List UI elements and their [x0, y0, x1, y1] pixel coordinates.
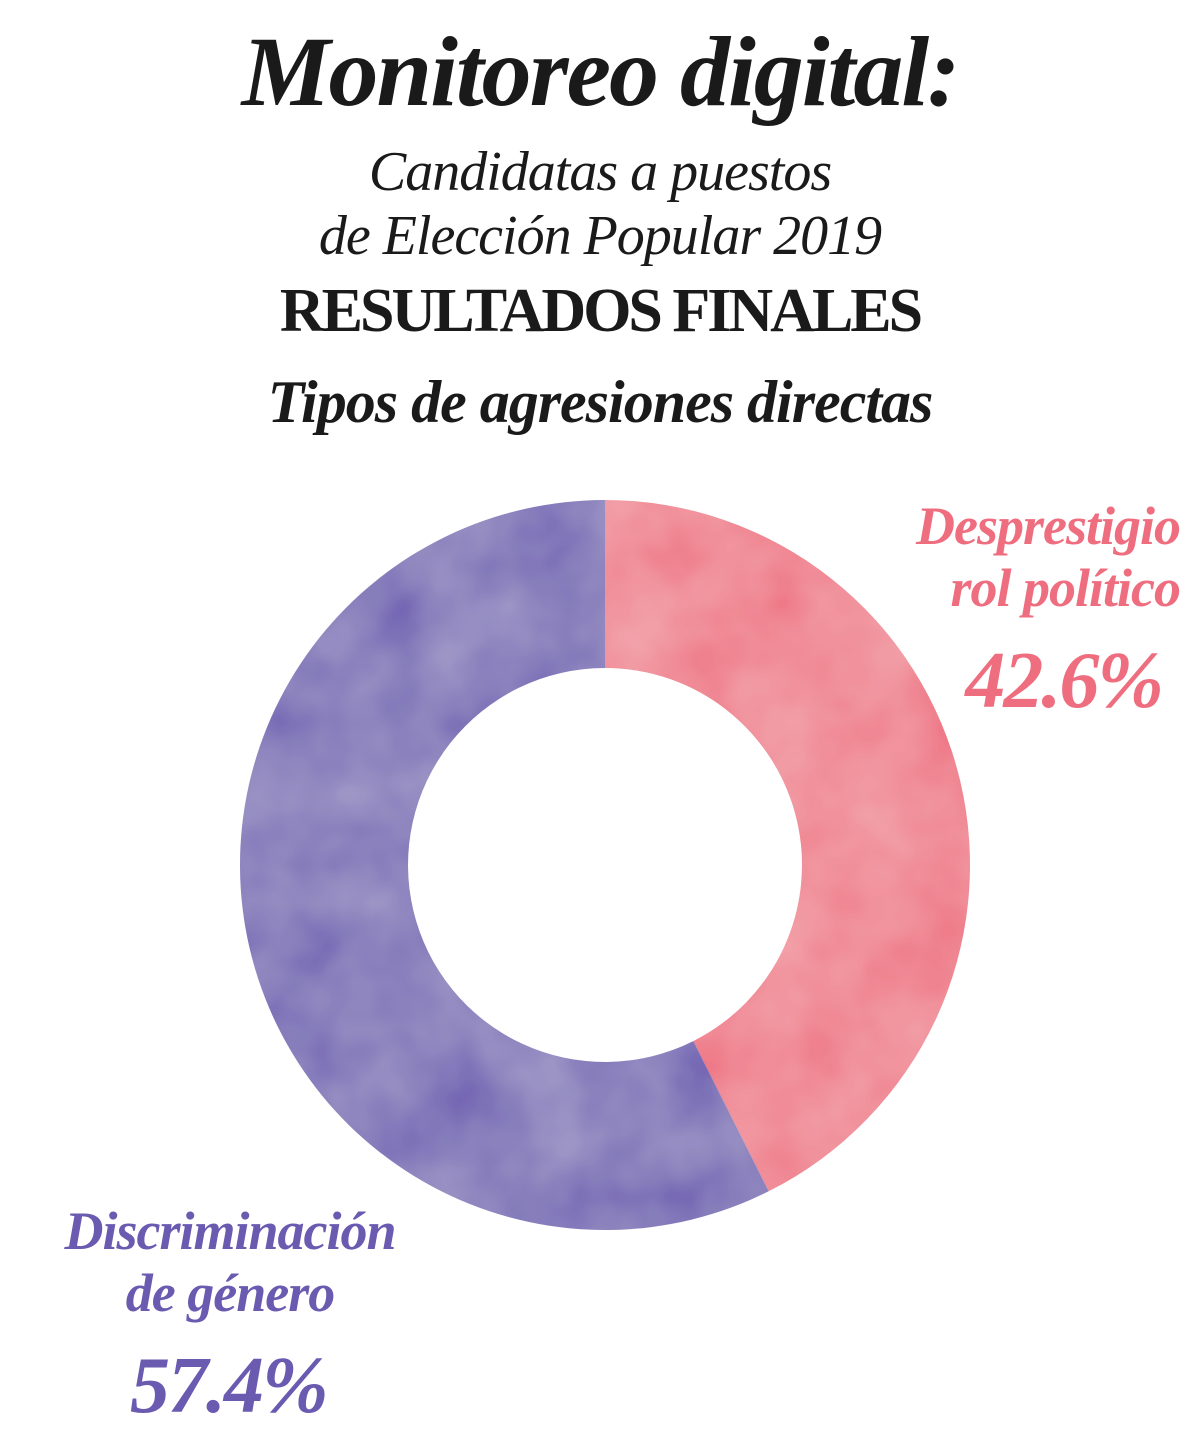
- donut-segment-discriminacion: [239, 500, 769, 1231]
- page-title: Monitoreo digital:: [241, 16, 961, 127]
- donut-segment-desprestigio: [605, 500, 970, 1192]
- label-desprestigio-percent: 42.6%: [965, 637, 1164, 725]
- label-desprestigio-line-2: rol político: [950, 558, 1182, 618]
- label-desprestigio-line-1: Desprestigio: [916, 496, 1181, 556]
- results-heading: RESULTADOS FINALES: [279, 277, 923, 345]
- subtitle-line-1: Candidatas a puestos: [368, 141, 832, 203]
- subtitle-line-2: de Elección Popular 2019: [318, 205, 882, 267]
- label-discriminacion: Discriminación de género 57.4%: [10, 1200, 450, 1426]
- label-desprestigio: Desprestigio rol político 42.6%: [840, 495, 1182, 725]
- label-discriminacion-percent: 57.4%: [130, 1342, 329, 1430]
- label-discriminacion-name: Discriminación de género: [10, 1200, 450, 1324]
- label-discriminacion-line-1: Discriminación: [64, 1201, 396, 1261]
- label-desprestigio-name: Desprestigio rol político: [840, 495, 1182, 619]
- chart-title: Tipos de agresiones directas: [267, 369, 934, 435]
- label-discriminacion-line-2: de género: [125, 1263, 335, 1323]
- subtitle: Candidatas a puestos de Elección Popular…: [0, 140, 1200, 268]
